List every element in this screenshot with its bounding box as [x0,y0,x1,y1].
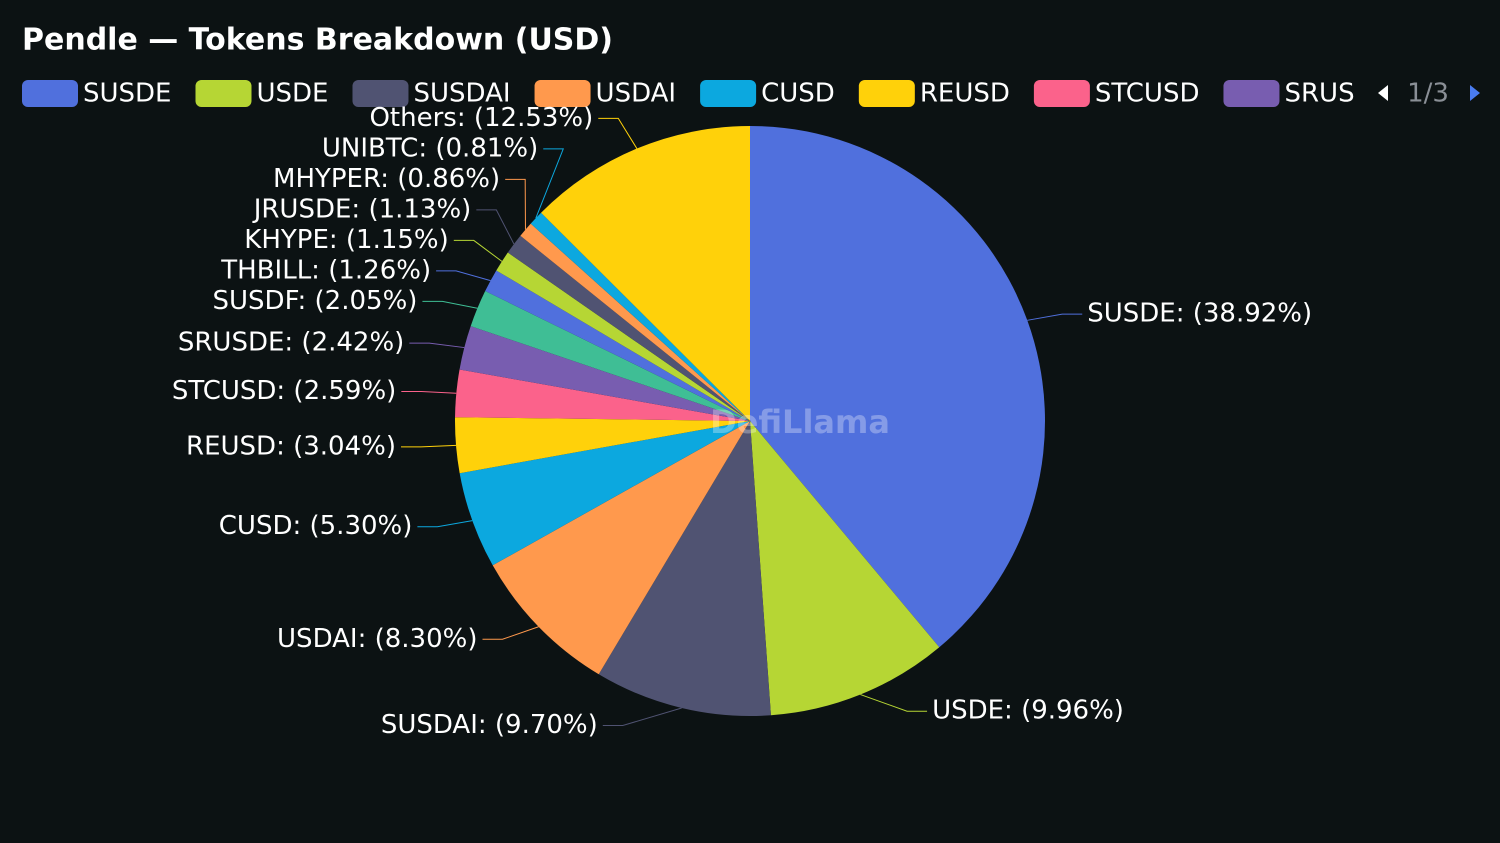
data-label: THBILL: (1.26%) [220,255,431,285]
leader-line [417,520,473,528]
pie-slice [541,126,750,421]
legend-swatch [1033,80,1090,107]
legend-label: REUSD [920,79,1010,109]
legend-label: CUSD [761,79,835,109]
leader-line [860,694,928,712]
pie-slice [470,290,750,421]
legend-swatch [195,80,252,107]
legend-swatch [22,80,78,107]
leader-line [436,270,491,282]
pie-slice [459,421,750,566]
leader-line [1027,313,1083,321]
data-label: STCUSD: (2.59%) [172,376,396,406]
chart-title: Pendle — Tokens Breakdown (USD) [22,23,613,58]
legend: SUSDE USDE SUSDAI USDAI CUSD REUSD STCUSD SRUSD… [22,79,1391,109]
pie-slice [520,223,750,421]
leader-line [598,117,638,149]
legend-prev[interactable] [1378,85,1388,101]
legend-label: SRUSDE [1284,79,1391,109]
leader-line [422,300,478,309]
data-label: SRUSDE: (2.42%) [178,328,404,358]
legend-swatch [1223,80,1280,107]
leader-line [476,209,515,245]
pie-slice [750,126,1045,648]
pie-slice [455,369,750,421]
legend-swatch [534,80,591,107]
data-label: UNIBTC: (0.81%) [322,133,538,163]
pie-slice [455,417,750,474]
legend-next[interactable] [1470,85,1480,101]
legend-swatch [858,80,915,107]
pie-slice [598,421,771,717]
pie-slice [485,270,750,421]
leader-line [401,444,457,448]
pie-slice [750,421,940,716]
leader-line [482,626,539,640]
leader-line [602,707,682,726]
data-label: USDAI: (8.30%) [277,624,477,654]
data-label: SUSDAI: (9.70%) [381,710,598,740]
leader-line [409,342,465,349]
legend-swatch [700,80,757,107]
legend-swatch [352,80,409,107]
leader-line [401,391,457,394]
legend-label: USDAI [596,79,677,109]
legend-label: SUSDE [83,79,172,109]
data-label: USDE: (9.96%) [932,696,1124,726]
legend-label: STCUSD [1095,79,1200,109]
leader-line [535,148,564,219]
legend-label: USDE [257,79,329,109]
data-label: REUSD: (3.04%) [186,431,396,461]
pie-slice [507,235,750,421]
data-label: CUSD: (5.30%) [219,511,413,541]
pie-slice [496,252,750,421]
pie-slice [530,212,750,421]
pie-slice [459,326,750,421]
watermark: DefiLlama [710,403,890,441]
data-label: KHYPE: (1.15%) [244,225,449,255]
legend-page: 1/3 [1407,79,1449,109]
data-label: JRUSDE: (1.13%) [252,194,472,224]
pie: SUSDE: (38.92%) USDE: (9.96%) SUSDAI: (9.7… [172,103,1312,740]
data-label: SUSDE: (38.92%) [1087,299,1312,329]
data-label: SUSDF: (2.05%) [213,286,418,316]
data-label: Others: (12.53%) [369,103,593,133]
pie-slice [492,421,750,675]
data-label: MHYPER: (0.86%) [273,164,500,194]
leader-line [453,239,503,262]
legend-label: SUSDAI [413,79,510,109]
leader-line [505,178,526,230]
